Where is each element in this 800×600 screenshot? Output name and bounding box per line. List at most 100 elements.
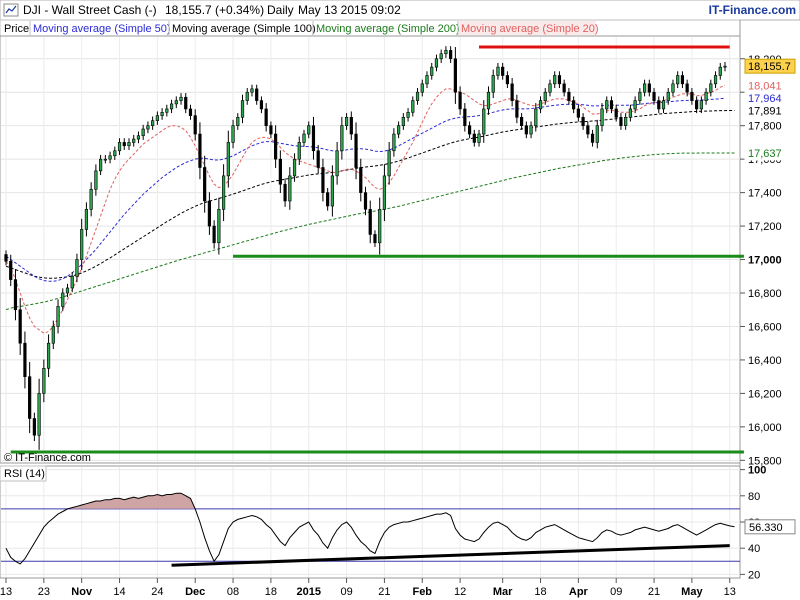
x-tick-label: 24	[151, 586, 163, 598]
candle-body	[89, 188, 93, 210]
x-tick-label: 18	[534, 586, 546, 598]
candle-body	[397, 125, 401, 135]
candle-body	[425, 75, 429, 85]
candle-body	[543, 91, 547, 101]
candle-body	[586, 125, 590, 135]
x-tick-label: 08	[227, 586, 239, 598]
candle-body	[28, 376, 32, 419]
candle-body	[269, 125, 273, 135]
datetime: May 13 2015 09:02	[298, 3, 401, 17]
candle-body	[321, 167, 325, 193]
candle-body	[633, 100, 637, 110]
x-tick-label: 2015	[296, 586, 320, 598]
candle-body	[538, 100, 543, 110]
x-tick-label: May	[681, 586, 703, 598]
candle-body	[619, 117, 623, 126]
candle-body	[61, 292, 65, 307]
candle-body	[160, 111, 164, 116]
candle-body	[439, 53, 443, 60]
candle-body	[467, 125, 472, 135]
candle-body	[103, 158, 107, 161]
candle-body	[70, 275, 74, 289]
candle-body	[99, 158, 103, 172]
candle-body	[614, 108, 618, 118]
candle-body	[9, 260, 13, 280]
price-panel	[0, 35, 741, 464]
candle-body	[32, 418, 36, 436]
price-tick-label: 17,200	[748, 221, 782, 233]
candle-body	[179, 96, 183, 101]
candle-body	[297, 142, 301, 160]
candle-body	[136, 135, 141, 140]
price-tick-label: 17,400	[748, 188, 782, 200]
candle-body	[600, 108, 604, 126]
candle-body	[529, 125, 533, 135]
candle-body	[661, 100, 666, 110]
candle-body	[472, 133, 476, 143]
candle-body	[278, 158, 282, 185]
candle-body	[174, 100, 178, 105]
candle-body	[709, 83, 713, 93]
rsi-tick-label: 20	[748, 569, 760, 581]
ma50-line	[5, 97, 726, 282]
candle-body	[212, 225, 216, 244]
candle-body	[406, 111, 410, 118]
candle-body	[524, 125, 528, 135]
price-tag-box	[744, 145, 796, 161]
candle-body	[316, 150, 320, 168]
chart-type-icon	[5, 5, 17, 14]
candle-body	[501, 66, 505, 76]
x-tick-label: 23	[38, 586, 50, 598]
candle-body	[657, 100, 661, 110]
candle-body	[311, 125, 316, 152]
candle-body	[685, 83, 689, 93]
candle-body	[240, 100, 245, 118]
copyright: © IT-Finance.com	[4, 452, 91, 464]
candle-body	[463, 108, 467, 126]
legend-ma200: Moving average (Simple 200)	[316, 23, 460, 35]
candle-body	[255, 88, 259, 101]
candle-body	[534, 108, 538, 126]
candle-body	[51, 326, 55, 344]
x-tick-label: Dec	[185, 586, 205, 598]
candle-body	[231, 125, 235, 143]
header: DJI - Wall Street Cash (-) 18,155.7 (+0.…	[3, 3, 796, 17]
last-price: 18,155.7 (+0.34%)	[165, 3, 264, 17]
candle-body	[430, 66, 434, 76]
candle-body	[283, 183, 287, 202]
candle-body	[401, 117, 405, 126]
candle-body	[94, 170, 98, 190]
candle-body	[420, 83, 424, 93]
candle-body	[56, 306, 60, 327]
rsi-tick-label: 80	[748, 491, 760, 503]
candle-body	[141, 128, 145, 137]
price-tag-label: 18,041	[748, 80, 782, 92]
candle-body	[378, 209, 382, 244]
candle-body	[595, 125, 599, 143]
x-tick-label: 09	[610, 586, 622, 598]
candle-body	[292, 158, 297, 177]
candle-body	[567, 91, 571, 101]
candle-body	[155, 115, 159, 121]
candle-body	[676, 75, 680, 85]
brand-logo: IT-Finance.com	[709, 3, 796, 17]
candle-body	[434, 58, 439, 68]
candle-body	[84, 209, 89, 230]
x-tick-label: Apr	[569, 586, 589, 598]
candle-body	[117, 142, 122, 152]
candle-body	[590, 133, 595, 143]
candle-body	[221, 175, 226, 210]
candle-body	[127, 142, 131, 147]
candle-body	[344, 117, 349, 126]
candle-body	[259, 100, 264, 110]
price-tick-label: 17,000	[748, 255, 782, 267]
candle-body	[647, 83, 651, 93]
legend-ma100: Moving average (Simple 100)	[172, 23, 316, 35]
candle-body	[704, 91, 708, 101]
candle-body	[18, 309, 22, 344]
candle-body	[250, 88, 254, 93]
candle-body	[37, 393, 41, 436]
candle-body	[671, 83, 675, 93]
ma20-line	[5, 84, 726, 334]
